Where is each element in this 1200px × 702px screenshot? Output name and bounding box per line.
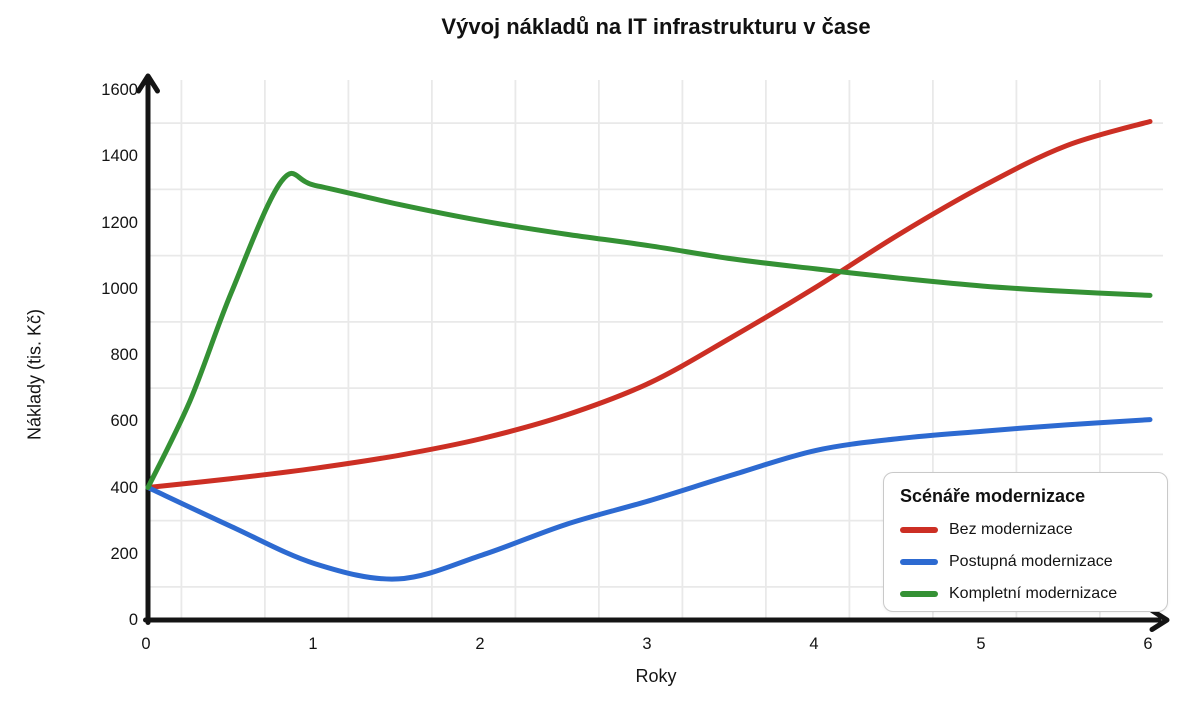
legend-item-label: Kompletní modernizace bbox=[949, 585, 1118, 602]
axes bbox=[136, 73, 1170, 632]
y-tick-label: 600 bbox=[110, 412, 138, 431]
y-tick-label: 800 bbox=[110, 346, 138, 364]
legend-item-label: Postupná modernizace bbox=[949, 553, 1113, 570]
x-tick-label: 4 bbox=[809, 635, 819, 653]
legend-items: Bez modernizace Postupná modernizace Kompl… bbox=[900, 520, 1151, 604]
legend-swatch-icon bbox=[900, 559, 938, 565]
legend-item-kompletni-modernizace: Kompletní modernizace bbox=[900, 584, 1151, 604]
x-tick-label: 1 bbox=[308, 635, 318, 653]
y-tick-label: 1600 bbox=[101, 81, 138, 99]
legend-item-bez-modernizace: Bez modernizace bbox=[900, 520, 1151, 540]
series-line-kompletni-modernizace bbox=[145, 171, 1153, 490]
x-axis-arrow-icon bbox=[1149, 608, 1170, 632]
x-tick-label: 6 bbox=[1143, 635, 1153, 653]
legend-swatch-icon bbox=[900, 591, 938, 597]
x-tick-label: 2 bbox=[475, 635, 485, 653]
x-tick-label: 0 bbox=[141, 635, 151, 653]
legend-item-label: Bez modernizace bbox=[949, 521, 1073, 538]
legend-item-postupna-modernizace: Postupná modernizace bbox=[900, 552, 1151, 572]
x-tick-label: 3 bbox=[642, 635, 652, 653]
legend-title: Scénáře modernizace bbox=[900, 486, 1086, 506]
legend-swatch-icon bbox=[900, 527, 938, 533]
series-line-postupna-modernizace bbox=[145, 417, 1153, 582]
x-tick-label: 5 bbox=[976, 635, 986, 653]
y-tick-label: 1000 bbox=[101, 279, 138, 298]
y-tick-label: 1200 bbox=[101, 213, 138, 232]
chart-title: Vývoj nákladů na IT infrastrukturu v čas… bbox=[441, 14, 871, 39]
series-line-bez-modernizace bbox=[145, 119, 1153, 490]
x-axis-label: Roky bbox=[635, 666, 677, 686]
y-tick-label: 400 bbox=[110, 478, 138, 497]
y-axis-arrow-icon bbox=[136, 73, 160, 94]
y-tick-label: 200 bbox=[110, 544, 138, 563]
y-tick-label: 0 bbox=[128, 611, 138, 629]
legend: Scénáře modernizace Bez modernizace Postu… bbox=[883, 472, 1168, 612]
y-tick-label: 1400 bbox=[101, 147, 138, 166]
